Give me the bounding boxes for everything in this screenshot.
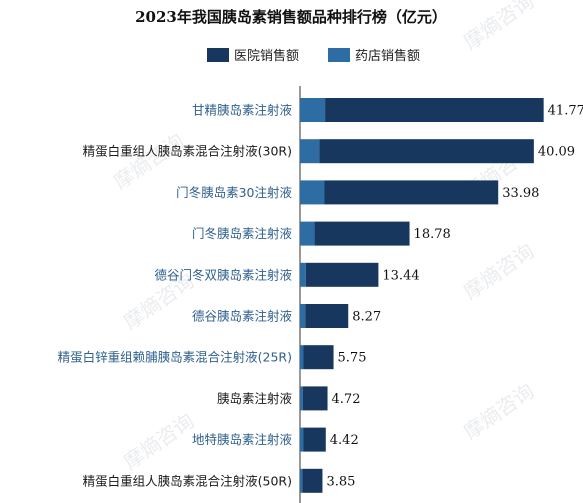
- bar-hospital: [302, 468, 323, 493]
- category-label: 精蛋白锌重组赖脯胰岛素混合注射液(25R): [58, 350, 292, 365]
- category-label: 地特胰岛素注射液: [192, 432, 293, 447]
- watermark-text: 摩熵咨询: [459, 0, 538, 54]
- bar-hospital: [314, 221, 410, 246]
- category-label: 德谷门冬双胰岛素注射液: [154, 267, 292, 282]
- bar-pharmacy: [300, 427, 304, 452]
- value-label: 40.09: [538, 145, 575, 160]
- category-label: 门冬胰岛素30注射液: [176, 185, 292, 200]
- legend-entry: 药店销售额: [355, 48, 420, 64]
- bar-pharmacy: [300, 98, 326, 122]
- bar-pharmacy: [300, 139, 320, 164]
- category-label: 门冬胰岛素注射液: [192, 226, 293, 241]
- bar-hospital: [305, 304, 349, 328]
- bar-pharmacy: [300, 262, 306, 287]
- bar-hospital: [305, 262, 379, 287]
- bar-pharmacy: [300, 468, 303, 493]
- category-label: 德谷胰岛素注射液: [192, 309, 293, 324]
- bar-pharmacy: [300, 345, 304, 370]
- watermark-text: 摩熵咨询: [459, 239, 538, 305]
- bar-hospital: [303, 427, 326, 452]
- category-label: 胰岛素注射液: [217, 391, 293, 406]
- category-label: 甘精胰岛素注射液: [192, 103, 293, 118]
- bar-hospital: [303, 345, 334, 370]
- bar-pharmacy: [300, 180, 325, 205]
- bar-hospital: [325, 98, 544, 122]
- value-label: 8.27: [352, 310, 381, 325]
- bar-pharmacy: [300, 304, 306, 328]
- watermark-text: 摩熵咨询: [459, 379, 538, 445]
- chart-title: 2023年我国胰岛素销售额品种排行榜（亿元）: [135, 8, 447, 26]
- value-label: 13.44: [382, 268, 419, 283]
- category-label: 精蛋白重组人胰岛素混合注射液(30R): [83, 144, 292, 159]
- category-label: 精蛋白重组人胰岛素混合注射液(50R): [83, 473, 292, 488]
- value-label: 41.77: [548, 104, 583, 119]
- watermark-text: 摩熵咨询: [119, 409, 198, 475]
- bar-hospital: [302, 386, 328, 411]
- legend: 医院销售额 药店销售额: [207, 48, 420, 64]
- value-label: 4.72: [332, 392, 361, 407]
- legend-swatch: [328, 48, 350, 62]
- bar-hospital: [319, 139, 534, 164]
- value-label: 33.98: [502, 186, 539, 201]
- value-label: 18.78: [414, 227, 451, 242]
- bar-pharmacy: [300, 386, 303, 411]
- legend-swatch: [207, 48, 229, 62]
- value-label: 4.42: [330, 433, 359, 448]
- value-label: 3.85: [326, 474, 355, 489]
- bar-pharmacy: [300, 221, 315, 246]
- bar-rows: 甘精胰岛素注射液 41.77 精蛋白重组人胰岛素混合注射液(30R) 40.09 门冬胰…: [58, 98, 583, 493]
- bar-hospital: [324, 180, 499, 205]
- value-label: 5.75: [338, 351, 367, 366]
- legend-entry: 医院销售额: [234, 48, 299, 64]
